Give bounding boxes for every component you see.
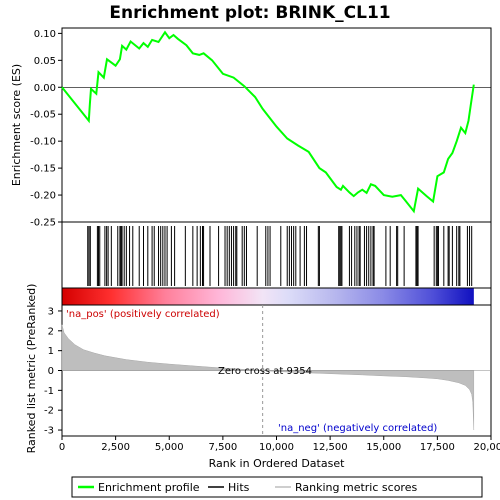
es-tick-label: 0.00 <box>34 83 56 94</box>
x-tick-label: 5,000 <box>155 442 184 453</box>
es-tick-label: -0.10 <box>30 137 56 148</box>
zero-cross-label: Zero cross at 9354 <box>218 366 312 377</box>
enrichment-profile-line <box>61 30 475 214</box>
metric-tick-label: -3 <box>44 426 54 437</box>
negative-correlation-label: 'na_neg' (negatively correlated) <box>278 423 437 434</box>
metric-tick-label: 2 <box>48 326 54 337</box>
es-tick-label: -0.15 <box>30 164 56 175</box>
x-tick-label: 12,500 <box>313 442 348 453</box>
x-tick-label: 17,500 <box>420 442 455 453</box>
legend-label: Enrichment profile <box>98 481 200 494</box>
metric-axis-label: Ranked list metric (PreRanked) <box>25 284 38 454</box>
es-tick-label: -0.20 <box>30 191 56 202</box>
es-tick-label: -0.05 <box>30 110 56 121</box>
positive-correlation-label: 'na_pos' (positively correlated) <box>66 309 220 320</box>
metric-tick-label: -1 <box>44 386 54 397</box>
x-tick-label: 7,500 <box>209 442 238 453</box>
x-tick-label: 0 <box>59 442 65 453</box>
metric-tick-label: -2 <box>44 406 54 417</box>
metric-tick-label: 0 <box>48 366 54 377</box>
es-tick-label: 0.10 <box>34 29 56 40</box>
es-axis-label: Enrichment score (ES) <box>10 64 23 186</box>
ranking-metric-area <box>61 324 475 431</box>
x-tick-label: 10,000 <box>259 442 294 453</box>
chart-title: Enrichment plot: BRINK_CL11 <box>109 3 390 23</box>
metric-tick-label: 3 <box>48 306 54 317</box>
ranking-color-bar <box>62 288 474 305</box>
x-tick-label: 15,000 <box>366 442 401 453</box>
x-tick-label: 2,500 <box>101 442 130 453</box>
legend-label: Hits <box>228 481 250 494</box>
x-tick-label: 20,000 <box>474 442 500 453</box>
x-axis-label: Rank in Ordered Dataset <box>209 457 346 470</box>
legend-label: Ranking metric scores <box>295 481 417 494</box>
es-tick-label: 0.05 <box>34 56 56 67</box>
es-tick-label: -0.25 <box>30 218 56 229</box>
metric-tick-label: 1 <box>48 346 54 357</box>
